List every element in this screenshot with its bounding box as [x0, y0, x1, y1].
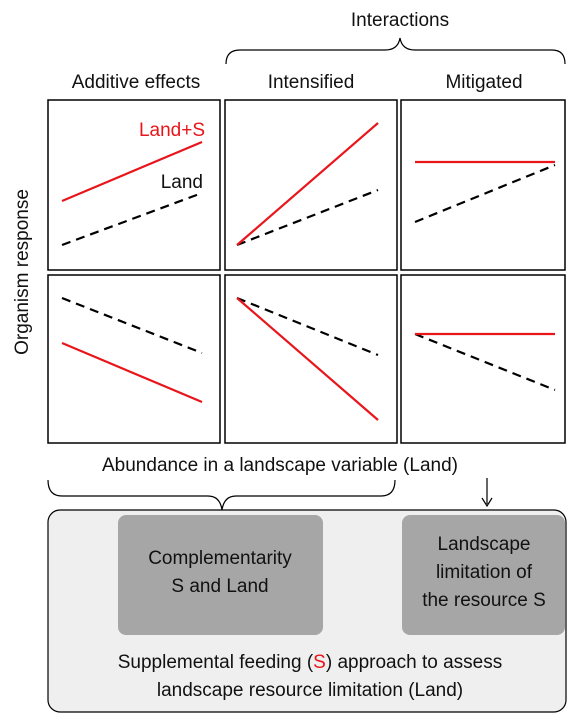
legend-label: Land [161, 172, 203, 193]
top-brace [225, 37, 566, 65]
panel [400, 99, 566, 271]
box-text: Complementarity [148, 548, 292, 569]
land-line [236, 188, 379, 247]
footer-s: S [313, 652, 326, 673]
column-title: Intensified [268, 72, 355, 93]
response-lines [61, 122, 556, 421]
limitation-box [402, 515, 565, 635]
column-title: Mitigated [445, 72, 522, 93]
footer-part: Supplemental feeding ( [118, 652, 314, 673]
land-s-line [236, 297, 379, 421]
x-axis-label: Abundance in a landscape variable (Land) [102, 455, 458, 476]
land-s-line [236, 122, 379, 246]
panels [47, 99, 566, 444]
box-text: limitation of [436, 562, 533, 583]
y-axis-label: Organism response [12, 189, 33, 355]
box-text: S and Land [171, 576, 268, 597]
land-line [414, 163, 556, 224]
land-s-line [61, 140, 203, 203]
land-s-line [61, 341, 203, 404]
panel [224, 274, 398, 444]
complementarity-box [118, 515, 323, 635]
land-line [414, 332, 556, 392]
land-line [61, 191, 203, 247]
box-text: Landscape [438, 534, 531, 555]
panel [47, 99, 221, 271]
interactions-title: Interactions [351, 10, 449, 31]
footer-text: Supplemental feeding (S) approach to ass… [118, 652, 502, 673]
column-title: Additive effects [72, 72, 201, 93]
land-line [236, 296, 379, 357]
legend-label: Land+S [139, 120, 205, 141]
arrow-head [481, 497, 493, 508]
land-line [61, 296, 203, 355]
footer-text: landscape resource limitation (Land) [157, 680, 463, 701]
panel [47, 274, 221, 444]
footer-part: ) approach to assess [326, 652, 502, 673]
panel [224, 99, 398, 271]
panel [400, 274, 566, 444]
bottom-brace [47, 479, 396, 511]
box-text: the resource S [422, 590, 546, 611]
